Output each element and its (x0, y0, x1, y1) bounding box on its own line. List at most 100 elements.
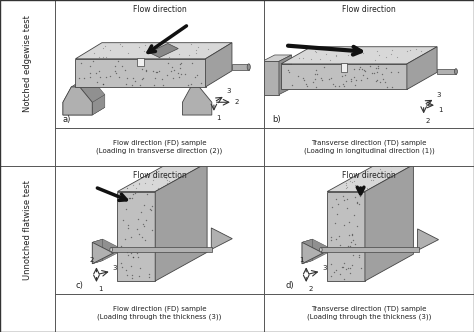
Point (350, 179, 358, 184)
Point (146, 49, 154, 55)
Point (319, 77, 326, 83)
Point (381, 79, 388, 84)
Point (112, 70, 119, 76)
Point (349, 237, 356, 243)
Point (106, 74, 114, 79)
Text: 3: 3 (226, 88, 231, 94)
Point (327, 237, 335, 243)
Polygon shape (92, 239, 124, 253)
Text: Notched edgewise test: Notched edgewise test (23, 16, 32, 112)
Point (127, 250, 134, 256)
Bar (111, 247, 212, 252)
Point (285, 69, 292, 75)
Polygon shape (182, 87, 212, 115)
Point (336, 83, 343, 88)
Point (374, 170, 382, 175)
Point (355, 255, 363, 260)
Point (164, 170, 172, 175)
Point (176, 66, 184, 71)
Point (204, 46, 212, 52)
Point (148, 204, 155, 209)
Point (303, 84, 311, 89)
Point (343, 267, 350, 272)
Polygon shape (211, 228, 232, 249)
Point (100, 54, 107, 60)
Point (154, 45, 161, 50)
Text: 3: 3 (322, 265, 327, 271)
Point (188, 60, 196, 66)
Point (374, 69, 381, 74)
Point (132, 185, 140, 191)
Point (163, 72, 171, 78)
Ellipse shape (319, 247, 322, 252)
Text: Transverse direction (TD) sample
(Loading in longitudinal direction (1)): Transverse direction (TD) sample (Loadin… (304, 140, 435, 154)
Point (177, 72, 185, 77)
Bar (262, 61, 279, 95)
Point (371, 58, 379, 63)
Point (134, 217, 142, 222)
Point (353, 201, 360, 206)
Point (366, 64, 374, 69)
Point (341, 260, 348, 266)
Point (164, 177, 171, 182)
Point (114, 58, 122, 63)
Point (376, 166, 384, 172)
Text: Flow direction (FD) sample
(Loading through the thickness (3)): Flow direction (FD) sample (Loading thro… (97, 306, 221, 320)
Point (345, 266, 352, 271)
Ellipse shape (455, 69, 457, 74)
Text: a): a) (63, 115, 71, 124)
Point (99, 45, 106, 50)
Point (86, 63, 93, 68)
Point (355, 252, 363, 257)
Point (142, 67, 150, 73)
Point (347, 79, 355, 84)
Point (148, 227, 155, 232)
Text: 2: 2 (235, 99, 239, 105)
Point (101, 43, 109, 48)
Ellipse shape (110, 247, 112, 252)
Point (131, 78, 139, 84)
Point (376, 173, 383, 179)
Point (346, 266, 354, 271)
Point (285, 68, 292, 73)
Point (358, 66, 366, 72)
Polygon shape (327, 165, 413, 192)
Text: 2: 2 (426, 118, 430, 124)
Point (387, 69, 394, 75)
Point (124, 185, 131, 191)
Point (128, 272, 136, 278)
Point (332, 53, 339, 58)
Point (300, 55, 307, 61)
Point (388, 163, 395, 169)
Point (344, 244, 351, 249)
Text: 3: 3 (112, 265, 117, 271)
Point (118, 44, 125, 49)
Point (194, 44, 201, 49)
Point (387, 51, 395, 56)
Point (168, 65, 176, 70)
Point (118, 265, 125, 270)
Point (336, 233, 343, 238)
Text: Flow direction: Flow direction (133, 5, 186, 14)
Point (369, 177, 377, 183)
Point (366, 172, 374, 177)
Point (147, 207, 155, 212)
Point (91, 50, 98, 55)
Point (356, 64, 364, 70)
Point (342, 181, 350, 186)
Point (360, 67, 367, 72)
Point (353, 46, 361, 52)
Polygon shape (92, 242, 113, 264)
Text: Flow direction: Flow direction (342, 171, 396, 180)
Point (181, 71, 189, 76)
Point (343, 185, 350, 190)
Point (96, 74, 103, 80)
Point (312, 68, 319, 73)
Point (336, 271, 344, 276)
Polygon shape (118, 192, 155, 281)
Point (138, 67, 146, 72)
Point (122, 82, 130, 87)
Point (318, 76, 325, 81)
Point (135, 231, 142, 236)
Point (332, 236, 339, 242)
